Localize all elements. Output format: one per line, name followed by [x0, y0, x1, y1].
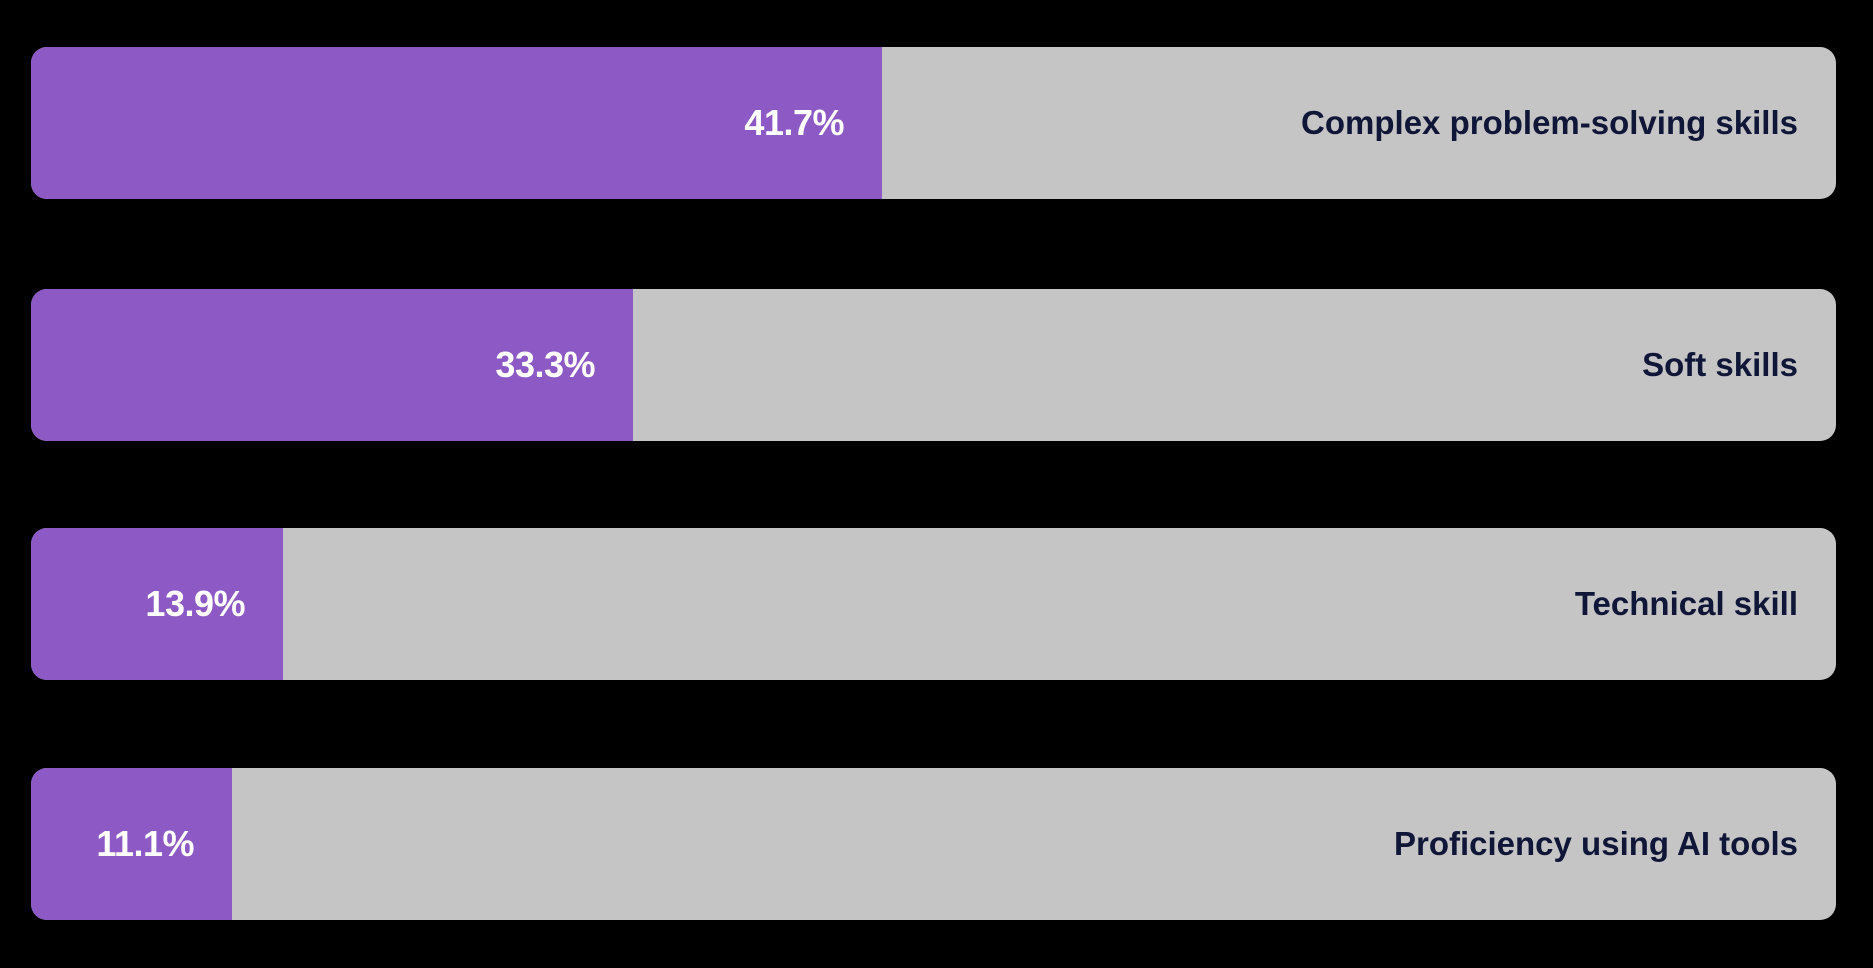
bar-category-label: Proficiency using AI tools — [1393, 825, 1798, 862]
bar-track: 41.7% — [31, 47, 1836, 199]
bar-row-complex-problem-solving: 41.7% Complex problem-solving skills — [31, 47, 1836, 199]
bar-track: 11.1% — [31, 768, 1836, 920]
bar-row-soft-skills: 33.3% Soft skills — [31, 289, 1836, 441]
bar-track: 33.3% — [31, 289, 1836, 441]
bar-category-label: Complex problem-solving skills — [1301, 104, 1798, 141]
bar-category-label: Soft skills — [1642, 346, 1798, 383]
bar-row-technical-skill: 13.9% Technical skill — [31, 528, 1836, 680]
bar-row-ai-tools-proficiency: 11.1% Proficiency using AI tools — [31, 768, 1836, 920]
bar-fill: 11.1% — [31, 768, 232, 920]
bar-value-label: 33.3% — [495, 344, 595, 385]
bar-value-label: 41.7% — [744, 102, 844, 143]
bar-value-label: 11.1% — [96, 823, 194, 864]
bar-value-label: 13.9% — [145, 583, 245, 624]
bar-fill: 41.7% — [31, 47, 882, 199]
bar-category-label: Technical skill — [1574, 585, 1798, 622]
bar-track: 13.9% — [31, 528, 1836, 680]
bar-fill: 13.9% — [31, 528, 283, 680]
bar-fill: 33.3% — [31, 289, 633, 441]
